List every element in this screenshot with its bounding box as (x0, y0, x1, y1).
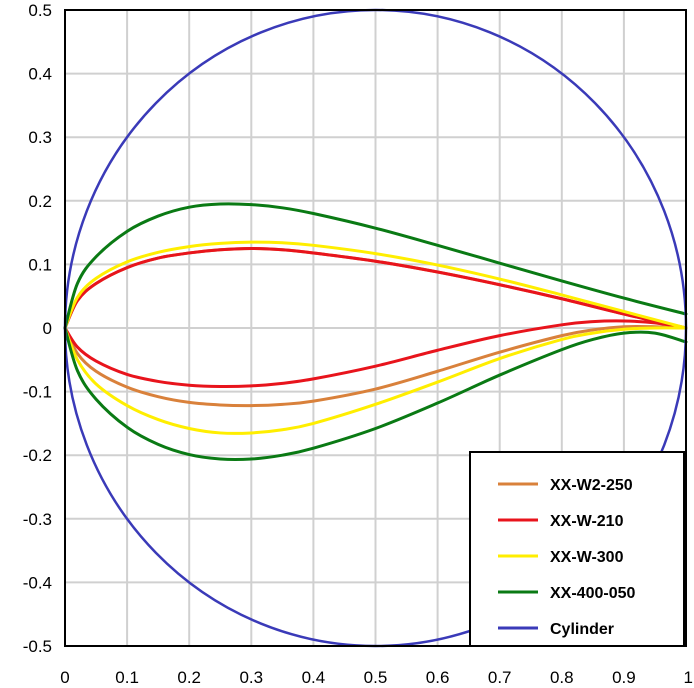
y-tick-label: 0.5 (28, 1, 52, 20)
legend-label-xx-w2-250: XX-W2-250 (550, 477, 633, 494)
x-tick-label: 0.6 (426, 668, 450, 687)
series-xx-w2-250-lower-surface (63, 324, 688, 408)
plot-frame (64, 9, 687, 647)
legend-label-xx-w-300: XX-W-300 (550, 549, 624, 566)
series-xx-w-210-upper-surface (63, 247, 688, 330)
legend-label-xx-400-050: XX-400-050 (550, 585, 635, 602)
x-tick-label: 0.3 (239, 668, 263, 687)
y-tick-label: -0.4 (23, 573, 52, 592)
x-tick-label: 0.5 (364, 668, 388, 687)
y-tick-label: -0.1 (23, 383, 52, 402)
legend: XX-W2-250 XX-W-210 XX-W-300 XX-400-050 Cylin… (469, 451, 685, 647)
y-tick-label: 0.4 (28, 65, 52, 84)
x-tick-label: 0.1 (115, 668, 139, 687)
series-xx-w-210-lower-surface (63, 319, 688, 389)
y-tick-label: -0.5 (23, 637, 52, 656)
x-tick-label: 0.9 (612, 668, 636, 687)
x-axis-tick-labels: 0 0.1 0.2 0.3 0.4 0.5 0.6 0.7 0.8 0.9 1 (60, 668, 693, 687)
series-xx-w-300-upper-surface (63, 240, 688, 330)
series-xx-w-300-lower-surface (63, 326, 688, 435)
y-axis-tick-labels: 0.5 0.4 0.3 0.2 0.1 0 -0.1 -0.2 -0.3 -0.4 -0.5 (23, 1, 52, 656)
x-tick-label: 0.7 (488, 668, 512, 687)
x-tick-label: 0 (60, 668, 69, 687)
legend-label-cylinder: Cylinder (550, 621, 614, 638)
x-tick-label: 1 (684, 668, 693, 687)
y-tick-label: 0.2 (28, 192, 52, 211)
legend-label-xx-w-210: XX-W-210 (550, 513, 624, 530)
y-tick-label: -0.3 (23, 510, 52, 529)
x-tick-label: 0.2 (177, 668, 201, 687)
series-xx-400-050-lower-surface (63, 326, 688, 462)
x-tick-label: 0.4 (302, 668, 326, 687)
y-tick-label: 0 (43, 319, 52, 338)
y-tick-label: 0.3 (28, 128, 52, 147)
y-tick-label: -0.2 (23, 446, 52, 465)
plot-frame-border (64, 9, 687, 647)
x-tick-label: 0.8 (550, 668, 574, 687)
y-tick-label: 0.1 (28, 255, 52, 274)
series-xx-400-050-upper-surface (63, 202, 688, 330)
